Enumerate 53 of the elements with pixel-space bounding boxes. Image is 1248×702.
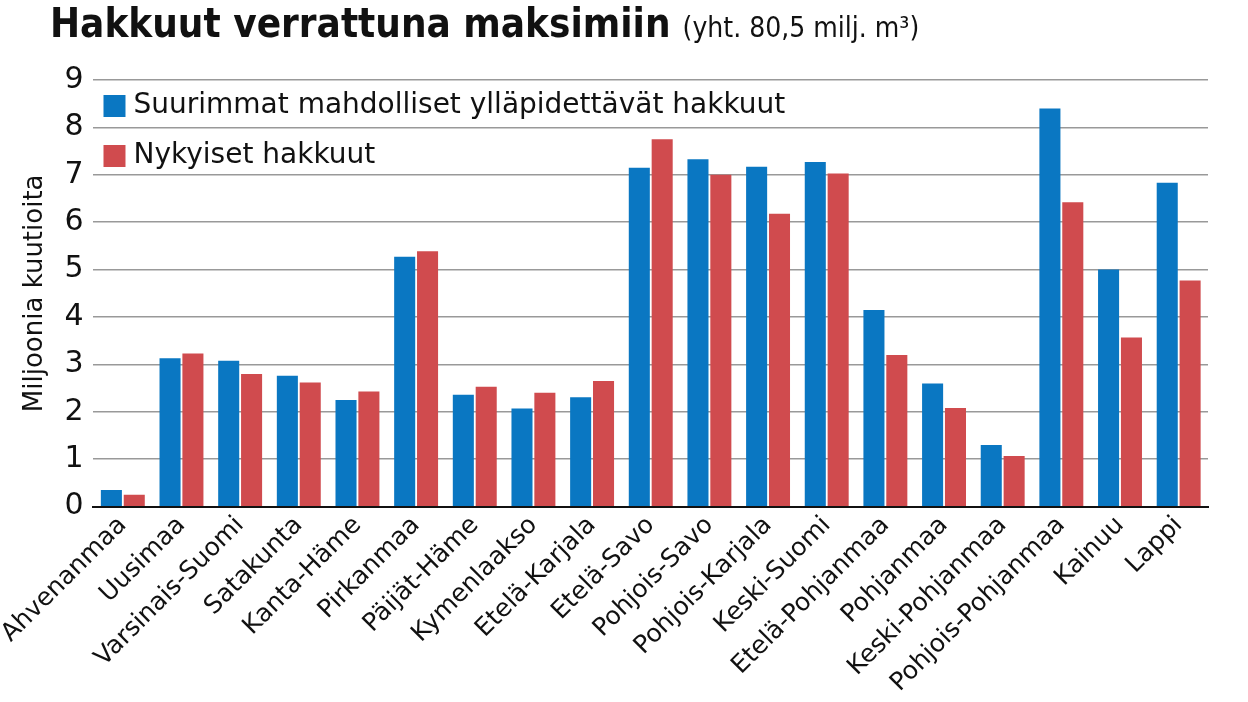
bar bbox=[123, 494, 145, 506]
bar bbox=[863, 309, 885, 506]
chart-subtitle: (yht. 80,5 milj. m³) bbox=[682, 11, 920, 44]
bar bbox=[768, 213, 791, 506]
bar bbox=[159, 358, 181, 506]
bar bbox=[218, 360, 240, 506]
bar bbox=[394, 256, 416, 506]
bar bbox=[299, 382, 321, 506]
chart-title: Hakkuut verrattuna maksimiin bbox=[50, 0, 671, 46]
bar bbox=[980, 445, 1002, 506]
bar bbox=[804, 162, 826, 506]
bar bbox=[922, 383, 944, 506]
bar bbox=[182, 353, 204, 506]
bar bbox=[687, 159, 709, 506]
bar bbox=[452, 394, 474, 506]
bar bbox=[1120, 337, 1142, 506]
bar bbox=[944, 408, 966, 506]
bar bbox=[1039, 108, 1061, 506]
bar bbox=[335, 399, 357, 506]
bar bbox=[1062, 202, 1084, 506]
bar bbox=[746, 166, 768, 506]
y-tick-label: 0 bbox=[64, 486, 84, 522]
bar bbox=[358, 391, 380, 506]
bar bbox=[570, 397, 592, 506]
bar bbox=[100, 490, 122, 506]
bar bbox=[1098, 269, 1120, 506]
bar bbox=[1156, 182, 1178, 506]
y-tick-label: 2 bbox=[64, 391, 84, 427]
bar bbox=[1179, 280, 1201, 506]
y-tick-label: 8 bbox=[64, 107, 84, 143]
bar bbox=[475, 386, 497, 506]
bar bbox=[651, 139, 673, 506]
bar bbox=[710, 174, 732, 506]
legend-label: Nykyiset hakkuut bbox=[133, 137, 376, 171]
bar bbox=[276, 375, 298, 506]
y-tick-label: 1 bbox=[64, 439, 84, 475]
legend-label: Suurimmat mahdolliset ylläpidettävät hakkuut bbox=[133, 87, 786, 121]
bar bbox=[593, 381, 615, 506]
bar bbox=[886, 354, 908, 506]
y-tick-label: 3 bbox=[64, 344, 84, 380]
y-tick-label: 6 bbox=[64, 202, 84, 238]
y-axis-title: Miljoonia kuutioita bbox=[17, 174, 48, 413]
bar bbox=[1003, 455, 1025, 506]
bar bbox=[628, 167, 650, 506]
bar bbox=[827, 173, 849, 506]
y-tick-label: 7 bbox=[64, 154, 84, 190]
bar bbox=[241, 373, 263, 506]
bar bbox=[511, 408, 533, 506]
y-tick-label: 4 bbox=[64, 296, 84, 332]
y-tick-label: 9 bbox=[64, 59, 84, 95]
y-tick-label: 5 bbox=[64, 249, 84, 285]
bar bbox=[417, 251, 439, 506]
bar bbox=[534, 392, 556, 506]
